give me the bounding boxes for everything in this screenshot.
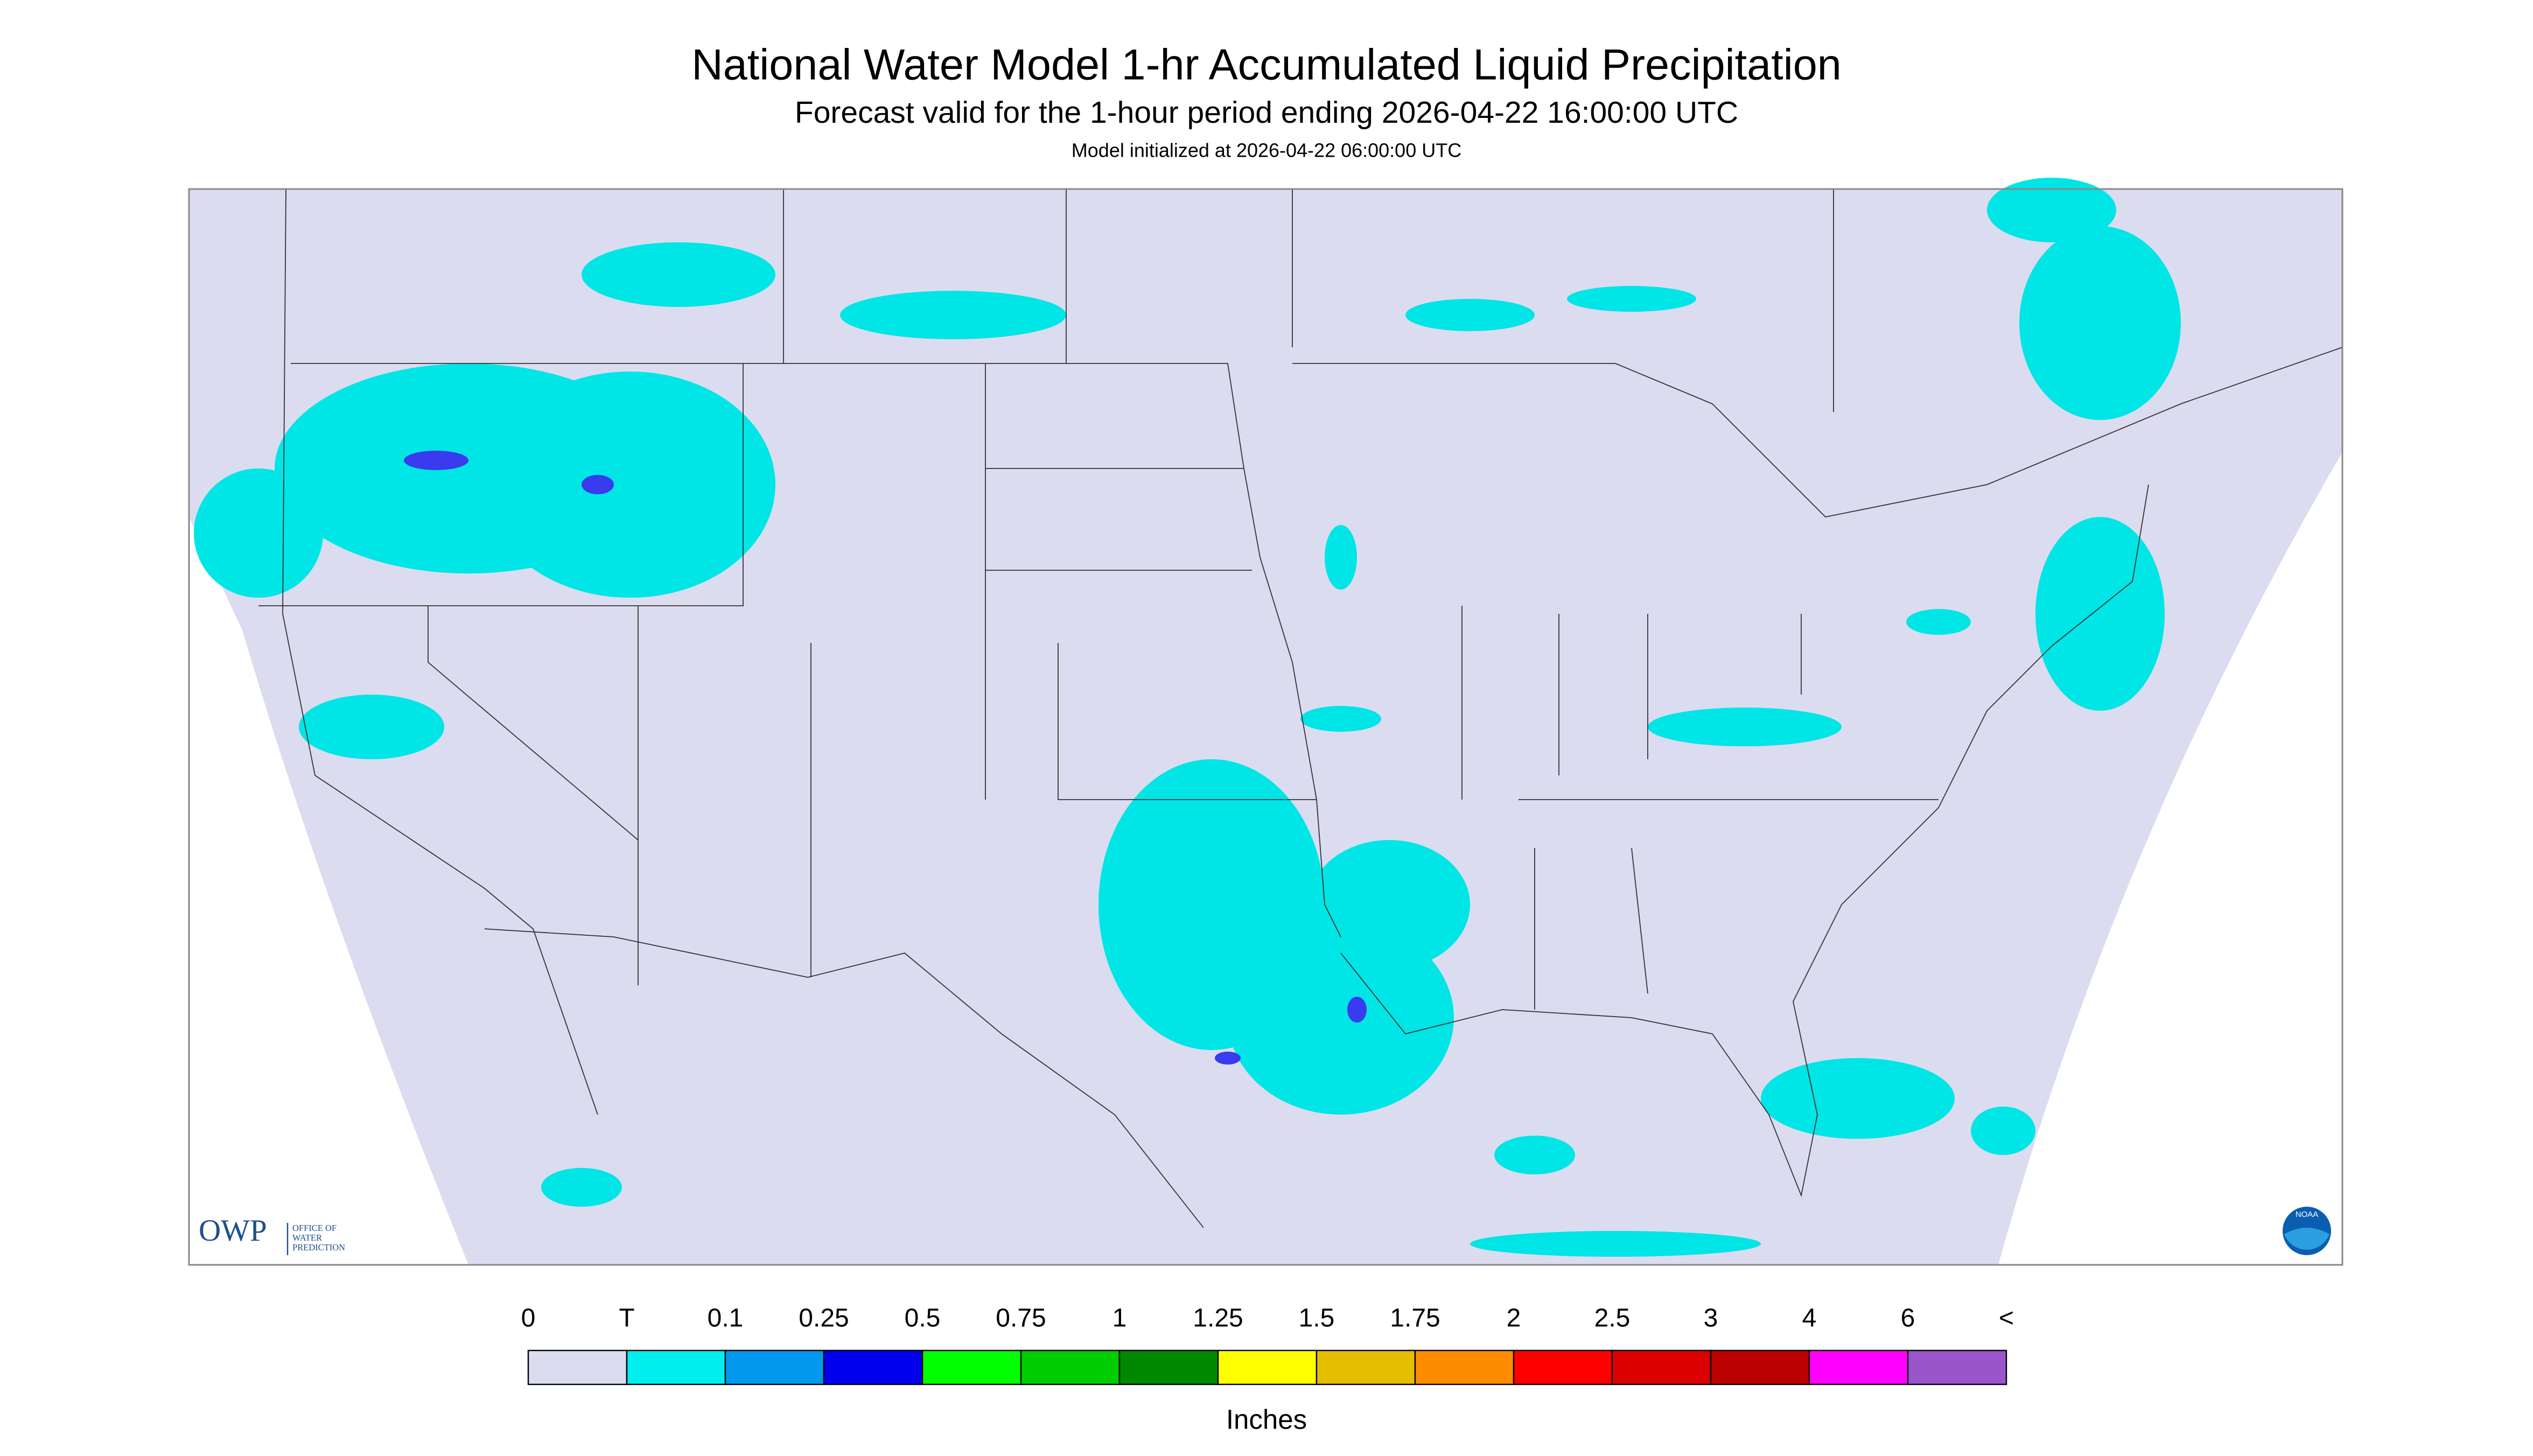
legend-swatch — [1118, 1349, 1219, 1385]
legend-swatch — [1513, 1349, 1613, 1385]
legend-label: 0 — [521, 1304, 536, 1333]
legend-unit: Inches — [1226, 1404, 1307, 1434]
legend-swatch — [724, 1349, 825, 1385]
legend-swatch — [1808, 1349, 1909, 1385]
owp-logo-line: PREDICTION — [292, 1242, 345, 1252]
map: OWP OFFICE OF WATER PREDICTION NOAA — [188, 178, 2343, 1266]
legend-label: T — [619, 1304, 634, 1333]
legend-label: 2.5 — [1594, 1304, 1631, 1333]
model-domain — [189, 189, 2342, 1265]
legend-label: 0.5 — [905, 1304, 941, 1333]
legend: 0 T 0.1 0.25 0.5 0.75 1 1.25 1.5 1.75 2 2.5 3 4 6 < — [521, 1304, 2014, 1385]
heavier-precip — [404, 451, 1367, 1065]
legend-swatch — [527, 1349, 628, 1385]
legend-swatch — [1907, 1349, 2007, 1385]
legend-swatch — [921, 1349, 1022, 1385]
legend-label: 1.5 — [1299, 1304, 1335, 1333]
legend-label: 0.1 — [708, 1304, 744, 1333]
legend-label: 1.75 — [1390, 1304, 1440, 1333]
legend-swatch — [1217, 1349, 1318, 1385]
legend-swatch — [1316, 1349, 1416, 1385]
legend-swatch — [1710, 1349, 1810, 1385]
precip-areas — [194, 178, 2181, 1257]
legend-label: 1.25 — [1193, 1304, 1243, 1333]
legend-swatch — [626, 1349, 726, 1385]
legend-label: 0.75 — [996, 1304, 1046, 1333]
owp-logo-line: WATER — [292, 1233, 322, 1243]
owp-logo-line: OFFICE OF — [292, 1223, 337, 1233]
map-frame — [188, 188, 2343, 1266]
legend-label: 0.25 — [799, 1304, 849, 1333]
title: National Water Model 1-hr Accumulated Li… — [691, 40, 1842, 89]
legend-swatch — [1414, 1349, 1515, 1385]
boundaries — [258, 188, 2343, 1228]
legend-label: 4 — [1802, 1304, 1817, 1333]
legend-label: 6 — [1901, 1304, 1915, 1333]
init-time: Model initialized at 2026-04-22 06:00:00… — [1072, 139, 1461, 162]
legend-swatch — [823, 1349, 923, 1385]
legend-label: 2 — [1507, 1304, 1521, 1333]
legend-swatch — [1611, 1349, 1712, 1385]
owp-logo-text: OWP — [199, 1214, 267, 1248]
noaa-logo-text: NOAA — [2296, 1210, 2319, 1219]
owp-logo: OWP OFFICE OF WATER PREDICTION — [199, 1214, 345, 1256]
legend-label: 1 — [1112, 1304, 1127, 1333]
legend-label: 3 — [1704, 1304, 1718, 1333]
noaa-logo: NOAA — [2283, 1207, 2331, 1256]
subtitle: Forecast valid for the 1-hour period end… — [795, 95, 1738, 130]
legend-label: < — [1999, 1304, 2014, 1333]
legend-swatch — [1020, 1349, 1121, 1385]
